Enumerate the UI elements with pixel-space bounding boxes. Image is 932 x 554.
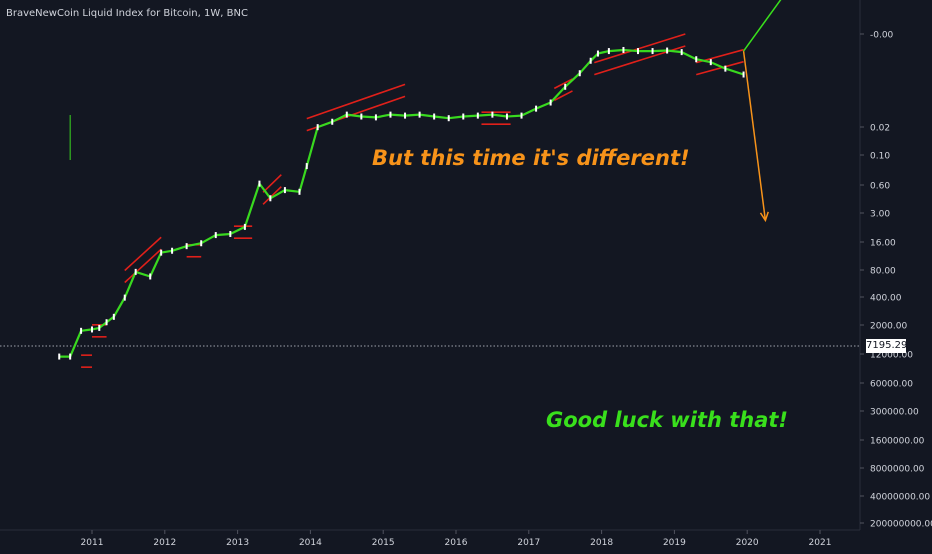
channel-lower-line bbox=[124, 248, 162, 284]
price-point bbox=[149, 273, 152, 280]
price-series-line bbox=[59, 48, 744, 358]
x-tick-label: 2020 bbox=[736, 538, 759, 548]
y-tick-label: 16.00 bbox=[870, 239, 896, 249]
annotation-bullish: But this time it's different! bbox=[372, 146, 690, 170]
arrow-up-head bbox=[759, 211, 769, 223]
x-tick-label: 2013 bbox=[226, 538, 249, 548]
y-tick-label: 12000.00 bbox=[870, 351, 913, 361]
price-point bbox=[666, 47, 669, 54]
price-point bbox=[243, 223, 246, 230]
price-point bbox=[622, 46, 625, 53]
y-tick-label: 80.00 bbox=[870, 267, 896, 277]
x-tick-label: 2017 bbox=[517, 538, 540, 548]
price-point bbox=[520, 112, 523, 119]
channel-upper-line bbox=[262, 174, 282, 193]
price-point bbox=[476, 112, 479, 119]
arrow-down-shaft bbox=[742, 0, 782, 52]
y-tick-label: 40000000.00 bbox=[870, 493, 930, 503]
x-tick-label: 2014 bbox=[299, 538, 322, 548]
price-point bbox=[80, 327, 83, 334]
y-tick-label: 400.00 bbox=[870, 294, 902, 304]
price-point bbox=[564, 83, 567, 90]
y-tick-label: 300000.00 bbox=[870, 408, 919, 418]
channel-upper-line bbox=[124, 236, 162, 272]
x-tick-label: 2019 bbox=[663, 538, 686, 548]
channel-lower-line bbox=[262, 186, 282, 205]
price-point bbox=[596, 50, 599, 57]
x-tick-label: 2015 bbox=[372, 538, 395, 548]
price-point bbox=[447, 115, 450, 122]
price-point bbox=[112, 313, 115, 320]
price-point bbox=[607, 48, 610, 55]
price-point bbox=[91, 326, 93, 333]
x-tick-label: 2012 bbox=[153, 538, 176, 548]
price-point bbox=[433, 113, 436, 120]
price-point bbox=[389, 111, 392, 118]
price-point bbox=[305, 163, 308, 170]
y-tick-label: -0.00 bbox=[870, 31, 894, 41]
price-point bbox=[418, 111, 421, 118]
channel-upper-line bbox=[594, 33, 686, 64]
chart-title: BraveNewCoin Liquid Index for Bitcoin, 1… bbox=[6, 8, 248, 19]
price-point bbox=[298, 188, 301, 195]
price-point bbox=[171, 247, 174, 254]
y-tick-label: 0.10 bbox=[870, 152, 890, 162]
price-point bbox=[589, 57, 592, 64]
price-point bbox=[724, 65, 727, 72]
price-point bbox=[462, 113, 465, 120]
price-point bbox=[258, 180, 261, 187]
last-price-tag: 7195.29 bbox=[866, 339, 908, 353]
channel-upper-line bbox=[553, 78, 573, 90]
price-point bbox=[637, 48, 639, 55]
price-point bbox=[214, 232, 217, 239]
y-tick-label: 8000000.00 bbox=[870, 465, 925, 475]
y-tick-label: 0.60 bbox=[870, 182, 890, 192]
y-tick-label: 60000.00 bbox=[870, 380, 913, 390]
y-tick-label: 0.02 bbox=[870, 124, 890, 134]
channel-lower-line bbox=[553, 90, 573, 102]
price-point bbox=[345, 111, 348, 118]
y-tick-label: 3.00 bbox=[870, 210, 890, 220]
price-point bbox=[316, 124, 319, 131]
price-point bbox=[105, 319, 108, 326]
price-point bbox=[695, 56, 698, 63]
y-tick-label: 1600000.00 bbox=[870, 437, 925, 447]
price-point bbox=[160, 249, 163, 256]
price-point bbox=[578, 70, 581, 77]
price-point bbox=[69, 353, 72, 360]
price-point bbox=[331, 118, 334, 125]
price-point bbox=[200, 240, 203, 247]
price-point bbox=[709, 59, 712, 66]
x-tick-label: 2016 bbox=[445, 538, 468, 548]
price-point bbox=[134, 268, 137, 275]
x-tick-label: 2018 bbox=[590, 538, 613, 548]
price-point bbox=[680, 49, 683, 56]
price-point bbox=[491, 111, 494, 118]
price-point bbox=[404, 112, 407, 119]
price-point bbox=[505, 113, 508, 120]
x-tick-label: 2021 bbox=[809, 538, 832, 548]
channel-lower-line bbox=[696, 60, 744, 76]
price-point bbox=[742, 71, 745, 78]
arrow-up-shaft bbox=[742, 50, 767, 221]
y-tick-label: 200000000.00 bbox=[870, 520, 932, 530]
x-tick-label: 2011 bbox=[81, 538, 104, 548]
price-point bbox=[98, 324, 101, 331]
price-point bbox=[360, 113, 363, 120]
price-point bbox=[283, 187, 286, 194]
price-point bbox=[123, 294, 126, 301]
price-point bbox=[549, 99, 552, 106]
channel-upper-line bbox=[306, 83, 406, 120]
annotation-bearish: Good luck with that! bbox=[546, 408, 788, 432]
price-point bbox=[229, 230, 232, 237]
y-tick-label: 2000.00 bbox=[870, 322, 907, 332]
price-point bbox=[535, 105, 538, 112]
price-point bbox=[651, 48, 654, 55]
price-point bbox=[269, 195, 272, 202]
price-point bbox=[58, 353, 61, 360]
price-point bbox=[185, 243, 188, 250]
price-point bbox=[374, 114, 377, 121]
